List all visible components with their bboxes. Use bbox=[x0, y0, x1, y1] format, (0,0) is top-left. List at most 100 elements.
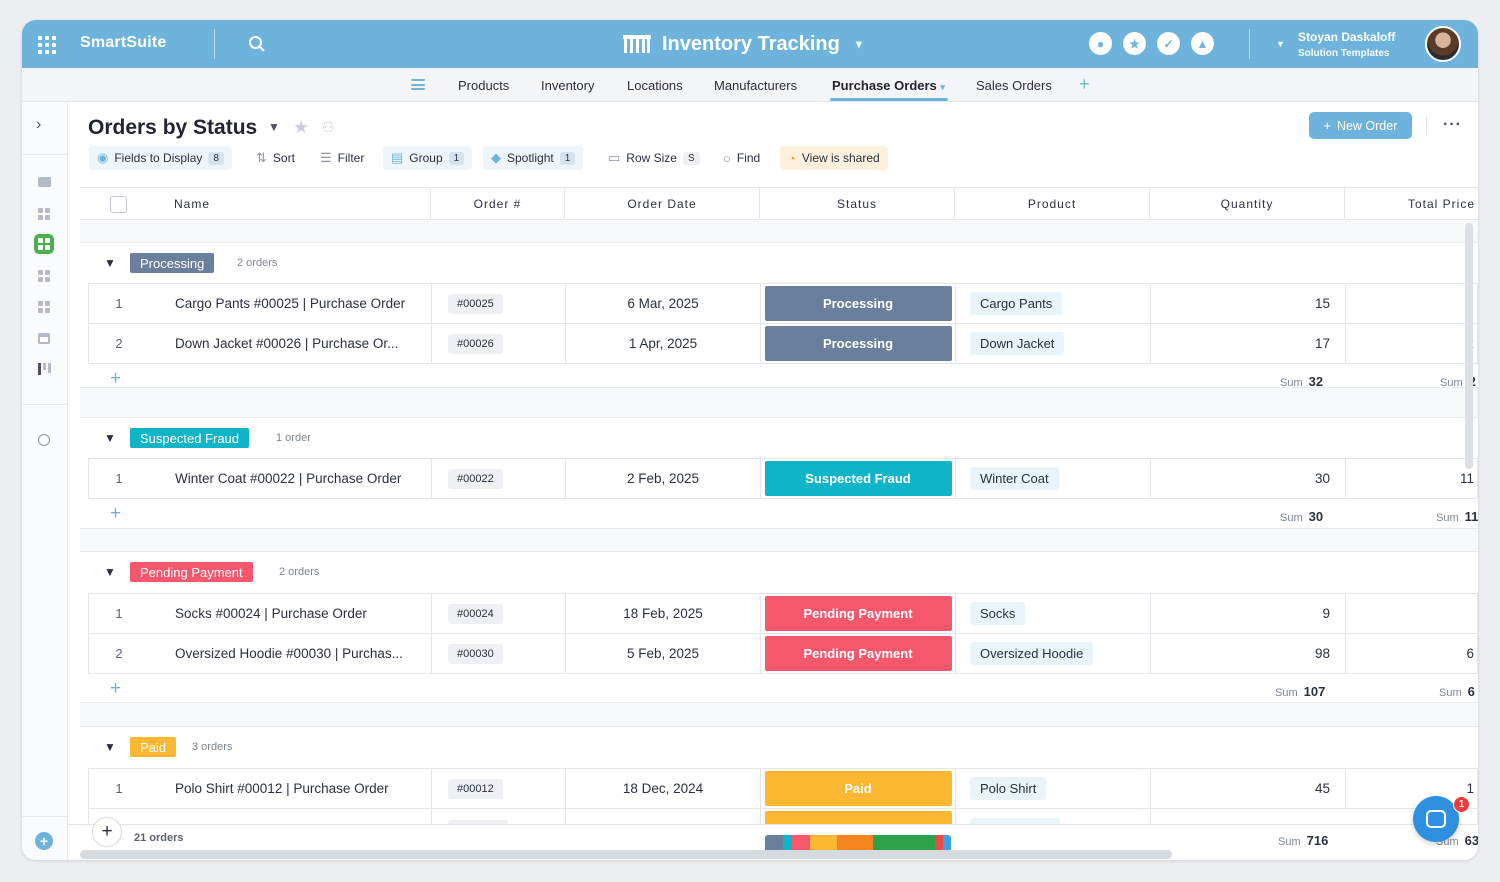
kanban-icon[interactable] bbox=[34, 359, 54, 379]
user-circle-icon[interactable] bbox=[34, 430, 54, 450]
active-view-icon[interactable] bbox=[34, 234, 54, 254]
column-header-order-date[interactable]: Order Date bbox=[565, 188, 760, 220]
table-row[interactable]: 1 Winter Coat #00022 | Purchase Order #0… bbox=[88, 458, 1478, 499]
user-name[interactable]: Stoyan Daskaloff bbox=[1298, 30, 1396, 44]
column-header-total-price[interactable]: Total Price bbox=[1407, 197, 1475, 211]
bell-icon[interactable]: ▲ bbox=[1191, 32, 1214, 55]
tab-purchase-orders[interactable]: Purchase Orders ▾ bbox=[832, 78, 945, 93]
order-date[interactable]: 6 Mar, 2025 bbox=[566, 284, 761, 323]
order-date[interactable]: 5 Feb, 2025 bbox=[566, 634, 761, 673]
row-name[interactable]: Polo Shirt #00012 | Purchase Order bbox=[149, 769, 432, 808]
total-price[interactable]: 2 bbox=[1346, 324, 1478, 363]
add-row-icon[interactable]: + bbox=[110, 678, 122, 699]
status-cell[interactable]: Processing bbox=[761, 324, 956, 363]
product-cell[interactable]: Socks bbox=[956, 594, 1151, 633]
row-name[interactable]: Oversized Hoodie #00030 | Purchas... bbox=[149, 634, 432, 673]
add-record-button[interactable]: + bbox=[92, 817, 122, 847]
fields-to-display-button[interactable]: ◉ Fields to Display 8 bbox=[89, 146, 232, 170]
row-name[interactable]: Cargo Pants #00025 | Purchase Order bbox=[149, 284, 432, 323]
grid-view-icon[interactable] bbox=[34, 266, 54, 286]
select-all-checkbox[interactable] bbox=[110, 196, 127, 213]
product-cell[interactable]: Down Jacket bbox=[956, 324, 1151, 363]
star-icon[interactable]: ★ bbox=[293, 117, 310, 137]
column-header-product[interactable]: Product bbox=[955, 188, 1150, 220]
table-row[interactable]: 1 Polo Shirt #00012 | Purchase Order #00… bbox=[88, 768, 1478, 809]
avatar[interactable] bbox=[1425, 26, 1461, 62]
tab-inventory[interactable]: Inventory bbox=[541, 78, 595, 93]
table-row[interactable]: 1 Socks #00024 | Purchase Order #00024 1… bbox=[88, 593, 1478, 634]
row-name[interactable]: Socks #00024 | Purchase Order bbox=[149, 594, 432, 633]
total-price[interactable]: 11 bbox=[1459, 471, 1474, 486]
chevron-right-icon[interactable]: › bbox=[36, 116, 42, 133]
status-cell[interactable]: Paid bbox=[761, 769, 956, 808]
column-header-order[interactable]: Order # bbox=[431, 188, 565, 220]
find-button[interactable]: ○ Find bbox=[723, 150, 761, 166]
quantity[interactable]: 98 bbox=[1151, 634, 1346, 673]
grid-view-icon[interactable] bbox=[34, 297, 54, 317]
folder-icon[interactable] bbox=[34, 172, 54, 192]
table-row[interactable]: 2 Oversized Hoodie #00030 | Purchas... #… bbox=[88, 633, 1478, 674]
chevron-down-icon[interactable]: ▼ bbox=[104, 256, 116, 270]
horizontal-scrollbar[interactable] bbox=[80, 850, 1172, 859]
quantity[interactable]: 15 bbox=[1151, 284, 1346, 323]
chevron-down-icon[interactable]: ▼ bbox=[104, 431, 116, 445]
chat-button[interactable] bbox=[1413, 796, 1459, 842]
tab-locations[interactable]: Locations bbox=[627, 78, 683, 93]
total-price[interactable] bbox=[1346, 284, 1478, 323]
table-row[interactable]: 1 Cargo Pants #00025 | Purchase Order #0… bbox=[88, 283, 1478, 324]
product-cell[interactable]: Cargo Pants bbox=[956, 284, 1151, 323]
row-name[interactable]: Down Jacket #00026 | Purchase Or... bbox=[149, 324, 432, 363]
column-header-quantity[interactable]: Quantity bbox=[1150, 188, 1345, 220]
order-date[interactable]: 2 Feb, 2025 bbox=[566, 459, 761, 498]
order-number-cell[interactable]: #00024 bbox=[432, 594, 566, 633]
vertical-scrollbar[interactable] bbox=[1465, 223, 1473, 469]
calendar-icon[interactable] bbox=[34, 328, 54, 348]
quantity[interactable]: 9 bbox=[1151, 594, 1346, 633]
apps-grid-icon[interactable] bbox=[38, 36, 56, 54]
chevron-down-icon[interactable]: ▼ bbox=[104, 565, 116, 579]
column-header-name[interactable]: Name bbox=[140, 188, 431, 220]
status-cell[interactable]: Pending Payment bbox=[761, 634, 956, 673]
view-shared-badge[interactable]: ◔ View is shared bbox=[780, 146, 888, 170]
view-title[interactable]: Orders by Status bbox=[88, 116, 258, 139]
add-table-icon[interactable]: + bbox=[1079, 74, 1090, 94]
tab-sales-orders[interactable]: Sales Orders bbox=[976, 78, 1052, 93]
chevron-down-icon[interactable]: ▼ bbox=[268, 120, 280, 134]
order-number-cell[interactable]: #00025 bbox=[432, 284, 566, 323]
product-cell[interactable]: Winter Coat bbox=[956, 459, 1151, 498]
row-size-button[interactable]: ▭ Row Size S bbox=[608, 146, 700, 170]
team-icon[interactable]: ● bbox=[1089, 32, 1112, 55]
share-users-icon[interactable]: ⚇ bbox=[322, 119, 335, 135]
menu-icon[interactable] bbox=[411, 79, 425, 90]
order-number-cell[interactable]: #00030 bbox=[432, 634, 566, 673]
star-badge-icon[interactable]: ★ bbox=[1123, 32, 1146, 55]
grid-view-icon[interactable] bbox=[34, 204, 54, 224]
app-title[interactable]: Inventory Tracking ▾ bbox=[622, 31, 862, 57]
chevron-down-icon[interactable]: ▼ bbox=[1276, 39, 1285, 49]
tab-manufacturers[interactable]: Manufacturers bbox=[714, 78, 798, 93]
new-order-button[interactable]: + New Order bbox=[1309, 112, 1412, 139]
sort-button[interactable]: ⇅ Sort bbox=[256, 150, 295, 165]
add-row-icon[interactable]: + bbox=[110, 368, 122, 389]
spotlight-button[interactable]: ◆ Spotlight 1 bbox=[483, 146, 584, 170]
add-icon[interactable]: + bbox=[35, 832, 53, 850]
tab-products[interactable]: Products bbox=[458, 78, 510, 93]
order-date[interactable]: 1 Apr, 2025 bbox=[566, 324, 761, 363]
row-name[interactable]: Winter Coat #00022 | Purchase Order bbox=[149, 459, 432, 498]
column-header-status[interactable]: Status bbox=[760, 188, 955, 220]
order-number-cell[interactable]: #00026 bbox=[432, 324, 566, 363]
more-options-icon[interactable]: ··· bbox=[1443, 116, 1462, 133]
search-icon[interactable] bbox=[248, 35, 266, 53]
table-row[interactable]: 2 Down Jacket #00026 | Purchase Or... #0… bbox=[88, 323, 1478, 364]
status-cell[interactable]: Suspected Fraud bbox=[761, 459, 956, 498]
status-cell[interactable]: Pending Payment bbox=[761, 594, 956, 633]
total-price[interactable] bbox=[1346, 594, 1478, 633]
filter-button[interactable]: ☰ Filter bbox=[320, 150, 365, 165]
quantity[interactable]: 17 bbox=[1151, 324, 1346, 363]
order-date[interactable]: 18 Dec, 2024 bbox=[566, 769, 761, 808]
order-number-cell[interactable]: #00022 bbox=[432, 459, 566, 498]
quantity[interactable]: 30 bbox=[1151, 459, 1346, 498]
brand-logo[interactable]: SmartSuite bbox=[80, 34, 167, 51]
order-number-cell[interactable]: #00012 bbox=[432, 769, 566, 808]
product-cell[interactable]: Polo Shirt bbox=[956, 769, 1151, 808]
